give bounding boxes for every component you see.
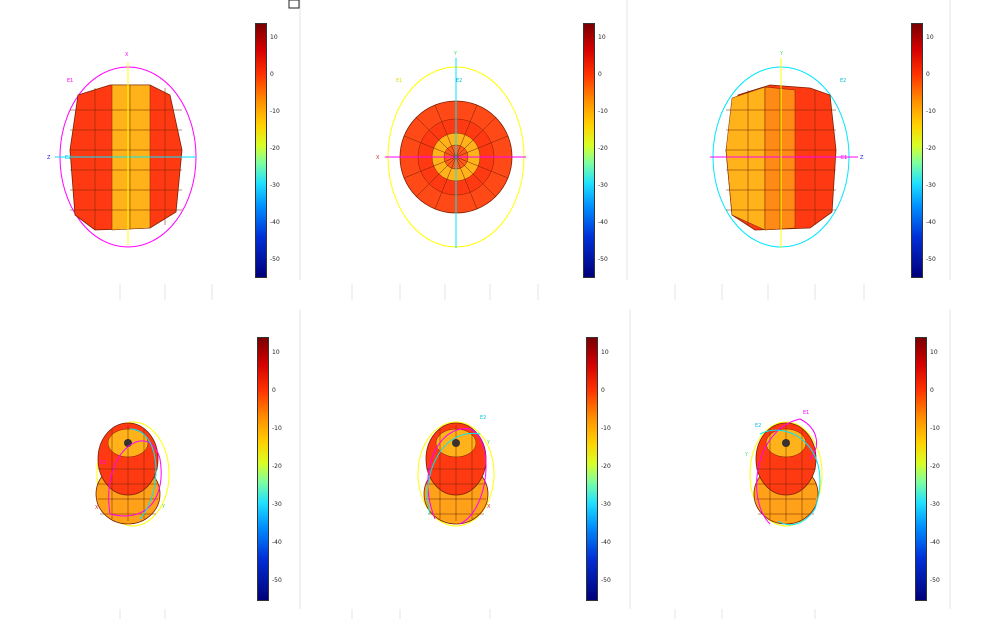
colorbar-tick: -40: [270, 219, 280, 226]
colorbar-tick: -50: [272, 577, 282, 584]
e2-curve: [426, 432, 481, 515]
radiation-pattern-iso-2: Y X E2: [351, 309, 631, 619]
axis-label-a: X: [95, 505, 99, 511]
colorbar-tick: 10: [272, 349, 280, 356]
colorbar-tick: -10: [930, 425, 940, 432]
colorbar: [915, 337, 927, 601]
axis-label-c: E1: [67, 78, 73, 84]
colorbar-tick: -40: [601, 539, 611, 546]
colorbar-tick: -40: [926, 219, 936, 226]
pattern-panel-5: Y X E2 10 0 -10 -20 -30 -40 -50: [330, 309, 660, 619]
axis-label-b: Y: [161, 504, 166, 510]
axis-label-d: E1: [841, 155, 847, 161]
colorbar: [257, 337, 269, 601]
colorbar-tick: -20: [270, 145, 280, 152]
axis-label-b: Z: [47, 155, 51, 161]
colorbar-tick: -40: [930, 539, 940, 546]
colorbar-tick: 0: [270, 71, 274, 78]
pattern-panel-2: Y X E1 E2 10 0 -10 -20 -30 -40 -50: [330, 0, 660, 309]
colorbar-tick: -20: [926, 145, 936, 152]
colorbar-tick: 0: [601, 387, 605, 394]
colorbar-tick: -30: [272, 501, 282, 508]
colorbar-tick: -20: [930, 463, 940, 470]
radiation-pattern-iso-3: E2 E1 Y: [674, 309, 951, 619]
e1-curve: [427, 428, 487, 525]
colorbar-tick: -10: [598, 108, 608, 115]
e2-curve: [759, 429, 821, 526]
colorbar-tick: -50: [270, 256, 280, 263]
colorbar-tick: 0: [272, 387, 276, 394]
axis-label-b: Z: [860, 155, 864, 161]
e-circle-yellow: [417, 421, 495, 527]
pattern-panel-6: E2 E1 Y 10 0 -10 -20 -30 -40 -50: [660, 309, 990, 619]
axis-label-c: E1: [100, 460, 106, 466]
colorbar-tick: -30: [926, 182, 936, 189]
axis-label-d: E2: [65, 155, 71, 161]
colorbar-tick: 10: [598, 34, 606, 41]
axis-label-a: X: [125, 52, 129, 58]
e1-curve: [108, 440, 162, 517]
colorbar: [255, 23, 267, 278]
e-circle-yellow: [96, 421, 170, 527]
colorbar-tick: 0: [598, 71, 602, 78]
axis-label-b: E1: [803, 410, 809, 416]
radiation-pattern-xz: X Z E1 E2: [47, 0, 301, 300]
colorbar-tick: -50: [930, 577, 940, 584]
axis-label-c: Y: [744, 452, 749, 458]
colorbar-tick: -30: [930, 501, 940, 508]
colorbar-tick: 0: [930, 387, 934, 394]
colorbar-tick: -10: [926, 108, 936, 115]
pattern-panel-3: Y Z E2 E1 10 0 -10 -20 -30 -40 -50: [660, 0, 990, 309]
colorbar-tick: -10: [270, 108, 280, 115]
axis-label-a: Y: [453, 51, 458, 57]
axis-label-a: E2: [755, 423, 761, 429]
radiation-pattern-iso-1: X Y E1: [95, 309, 301, 619]
pattern-panel-1: X Z E1 E2 10 0 -10 -20 -30 -40 -50: [0, 0, 330, 309]
colorbar-tick: -30: [270, 182, 280, 189]
colorbar-tick: -10: [272, 425, 282, 432]
colorbar-tick: 0: [926, 71, 930, 78]
e-circle-yellow: [749, 421, 823, 527]
corner-marker: [288, 0, 300, 9]
radiation-pattern-zy: Y Z E2 E1: [674, 0, 951, 300]
e2-curve: [129, 428, 157, 520]
colorbar-tick: -50: [598, 256, 608, 263]
colorbar-tick: -30: [601, 501, 611, 508]
pattern-mesh: [756, 425, 816, 521]
colorbar-tick: -50: [601, 577, 611, 584]
e1-curve: [756, 418, 818, 525]
colorbar-tick: 10: [930, 349, 938, 356]
colorbar-tick: -20: [601, 463, 611, 470]
pattern-mesh: [426, 425, 486, 521]
axis-label-b: X: [487, 504, 491, 510]
colorbar-tick: 10: [270, 34, 278, 41]
colorbar-tick: 10: [926, 34, 934, 41]
colorbar: [583, 23, 595, 278]
axis-label-c: E1: [396, 78, 402, 84]
colorbar: [911, 23, 923, 278]
colorbar-tick: -40: [598, 219, 608, 226]
colorbar-tick: 10: [601, 349, 609, 356]
axis-label-a: Y: [486, 440, 491, 446]
colorbar-tick: -20: [598, 145, 608, 152]
colorbar-tick: -50: [926, 256, 936, 263]
colorbar: [586, 337, 598, 601]
pattern-mesh: [98, 425, 158, 521]
pattern-panel-4: X Y E1 10 0 -10 -20 -30 -40 -50: [0, 309, 330, 619]
colorbar-tick: -30: [598, 182, 608, 189]
radiation-pattern-xy: Y X E1 E2: [351, 0, 628, 300]
colorbar-tick: -40: [272, 539, 282, 546]
axis-label-c: E2: [480, 415, 486, 421]
axis-label-a: Y: [779, 51, 784, 57]
pattern-band-left: [725, 86, 766, 231]
colorbar-tick: -20: [272, 463, 282, 470]
colorbar-tick: -10: [601, 425, 611, 432]
axis-label-d: E2: [456, 78, 462, 84]
axis-label-b: X: [376, 155, 380, 161]
axis-label-c: E2: [840, 78, 846, 84]
